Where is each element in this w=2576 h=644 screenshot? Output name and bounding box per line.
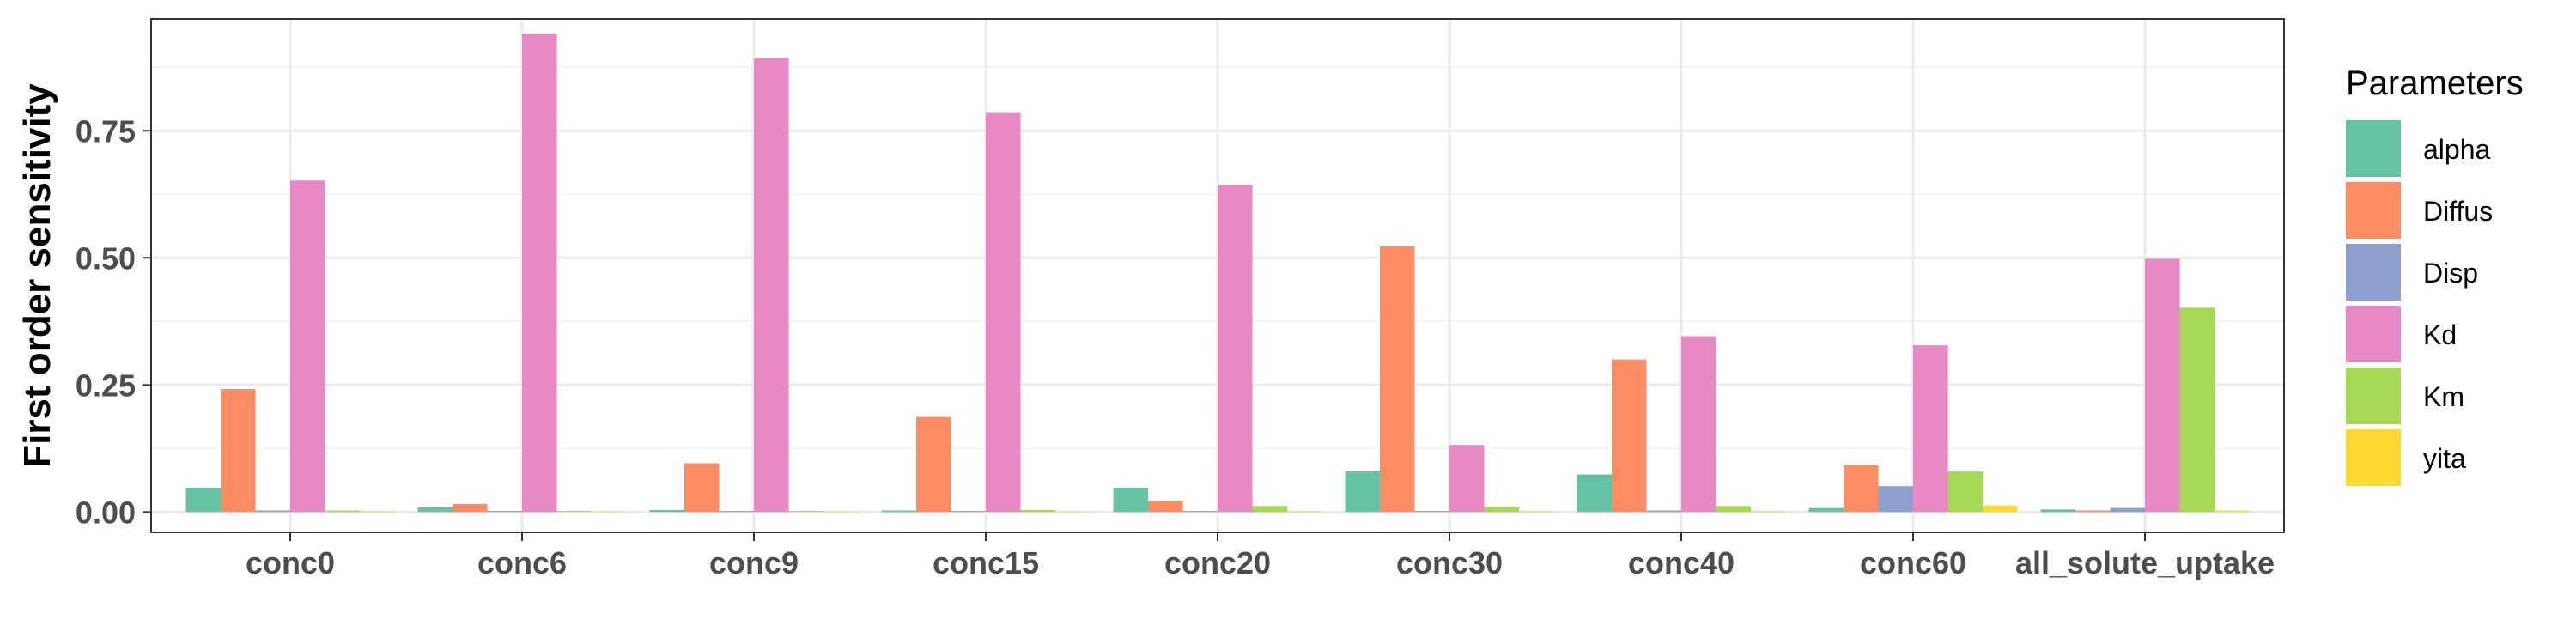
y-tick-label: 0.50: [76, 240, 136, 276]
bar-km-conc0: [325, 510, 360, 513]
bar-km-conc6: [556, 511, 592, 513]
bar-kd-conc30: [1449, 445, 1485, 513]
x-tick-label: all_solute_uptake: [2015, 545, 2275, 580]
bar-disp-conc40: [1646, 510, 1681, 513]
bar-yita-conc9: [823, 511, 859, 513]
legend-label-yita: yita: [2423, 443, 2466, 474]
bar-kd-all_solute_uptake: [2145, 258, 2180, 513]
bar-disp-conc20: [1182, 511, 1218, 513]
bar-disp-conc30: [1414, 511, 1449, 513]
legend-swatch-alpha: [2346, 120, 2401, 177]
bar-disp-conc6: [487, 511, 522, 513]
legend-label-alpha: alpha: [2423, 134, 2491, 165]
bar-kd-conc9: [754, 58, 789, 513]
bar-diffus-all_solute_uptake: [2075, 510, 2111, 513]
y-axis: 0.00 0.25 0.50 0.75: [76, 113, 151, 530]
legend-swatch-yita: [2346, 429, 2401, 486]
x-tick-label: conc0: [246, 545, 335, 580]
bar-alpha-conc15: [881, 510, 916, 513]
bar-kd-conc60: [1913, 345, 1948, 513]
bar-kd-conc0: [290, 180, 325, 513]
bar-disp-all_solute_uptake: [2110, 507, 2145, 513]
x-tick-label: conc40: [1628, 545, 1735, 580]
x-tick-label: conc30: [1396, 545, 1503, 580]
bar-yita-conc15: [1055, 511, 1091, 513]
legend-title: Parameters: [2346, 64, 2524, 102]
bar-alpha-conc60: [1808, 507, 1844, 513]
bar-disp-conc60: [1878, 486, 1913, 513]
bar-disp-conc15: [951, 511, 986, 513]
x-tick-label: conc20: [1164, 545, 1271, 580]
legend-swatch-diffus: [2346, 182, 2401, 239]
bar-km-conc15: [1020, 509, 1055, 513]
bar-diffus-conc30: [1380, 246, 1415, 513]
legend-swatch-kd: [2346, 306, 2401, 362]
y-tick-label: 0.75: [76, 113, 136, 149]
bar-disp-conc0: [255, 510, 290, 513]
bar-diffus-conc15: [916, 416, 951, 513]
bars-group: [185, 33, 2250, 513]
bar-diffus-conc9: [684, 463, 720, 513]
x-tick-label: conc9: [709, 545, 799, 580]
bar-diffus-conc60: [1844, 465, 1879, 513]
bar-km-conc40: [1716, 506, 1751, 513]
y-tick-label: 0.00: [76, 495, 136, 530]
bar-kd-conc15: [986, 112, 1021, 513]
bar-yita-conc0: [360, 511, 395, 513]
bar-alpha-conc0: [185, 487, 221, 513]
bar-alpha-conc30: [1345, 471, 1380, 513]
bar-yita-all_solute_uptake: [2215, 510, 2250, 513]
bar-alpha-conc40: [1577, 474, 1612, 513]
bar-disp-conc9: [719, 511, 754, 513]
legend-label-disp: Disp: [2423, 258, 2478, 289]
bar-diffus-conc40: [1612, 359, 1647, 513]
bar-alpha-conc20: [1113, 487, 1148, 513]
legend-label-kd: Kd: [2423, 319, 2457, 350]
bar-yita-conc30: [1519, 511, 1554, 513]
bar-yita-conc40: [1751, 511, 1786, 513]
y-tick-label: 0.25: [76, 368, 136, 403]
y-axis-title: First order sensitivity: [16, 83, 58, 468]
bar-diffus-conc6: [453, 503, 488, 513]
legend-swatch-disp: [2346, 244, 2401, 301]
legend: Parameters alpha Diffus Disp Kd Km yita: [2346, 64, 2524, 486]
legend-label-diffus: Diffus: [2423, 196, 2493, 227]
x-tick-label: conc6: [477, 545, 567, 580]
bar-km-conc9: [788, 511, 823, 513]
bar-alpha-conc9: [649, 509, 684, 513]
legend-items: alpha Diffus Disp Kd Km yita: [2346, 120, 2493, 486]
bar-km-conc20: [1252, 506, 1287, 513]
bar-yita-conc6: [592, 511, 627, 513]
x-tick-label: conc60: [1860, 545, 1966, 580]
bar-yita-conc60: [1983, 505, 2018, 513]
bar-km-conc30: [1484, 507, 1519, 513]
bar-km-conc60: [1947, 471, 1983, 513]
bar-kd-conc40: [1681, 336, 1716, 513]
bar-km-all_solute_uptake: [2179, 307, 2215, 513]
bar-kd-conc6: [522, 33, 557, 513]
x-axis: conc0 conc6 conc9 conc15 conc20 conc30 conc40 c…: [246, 532, 2275, 580]
bar-yita-conc20: [1287, 511, 1322, 513]
x-tick-label: conc15: [933, 545, 1039, 580]
bar-alpha-all_solute_uptake: [2040, 509, 2075, 513]
bar-alpha-conc6: [417, 507, 453, 513]
bar-diffus-conc0: [221, 389, 256, 513]
bar-diffus-conc20: [1148, 501, 1183, 513]
legend-label-km: Km: [2423, 381, 2464, 412]
bar-kd-conc20: [1218, 185, 1253, 513]
legend-swatch-km: [2346, 368, 2401, 424]
